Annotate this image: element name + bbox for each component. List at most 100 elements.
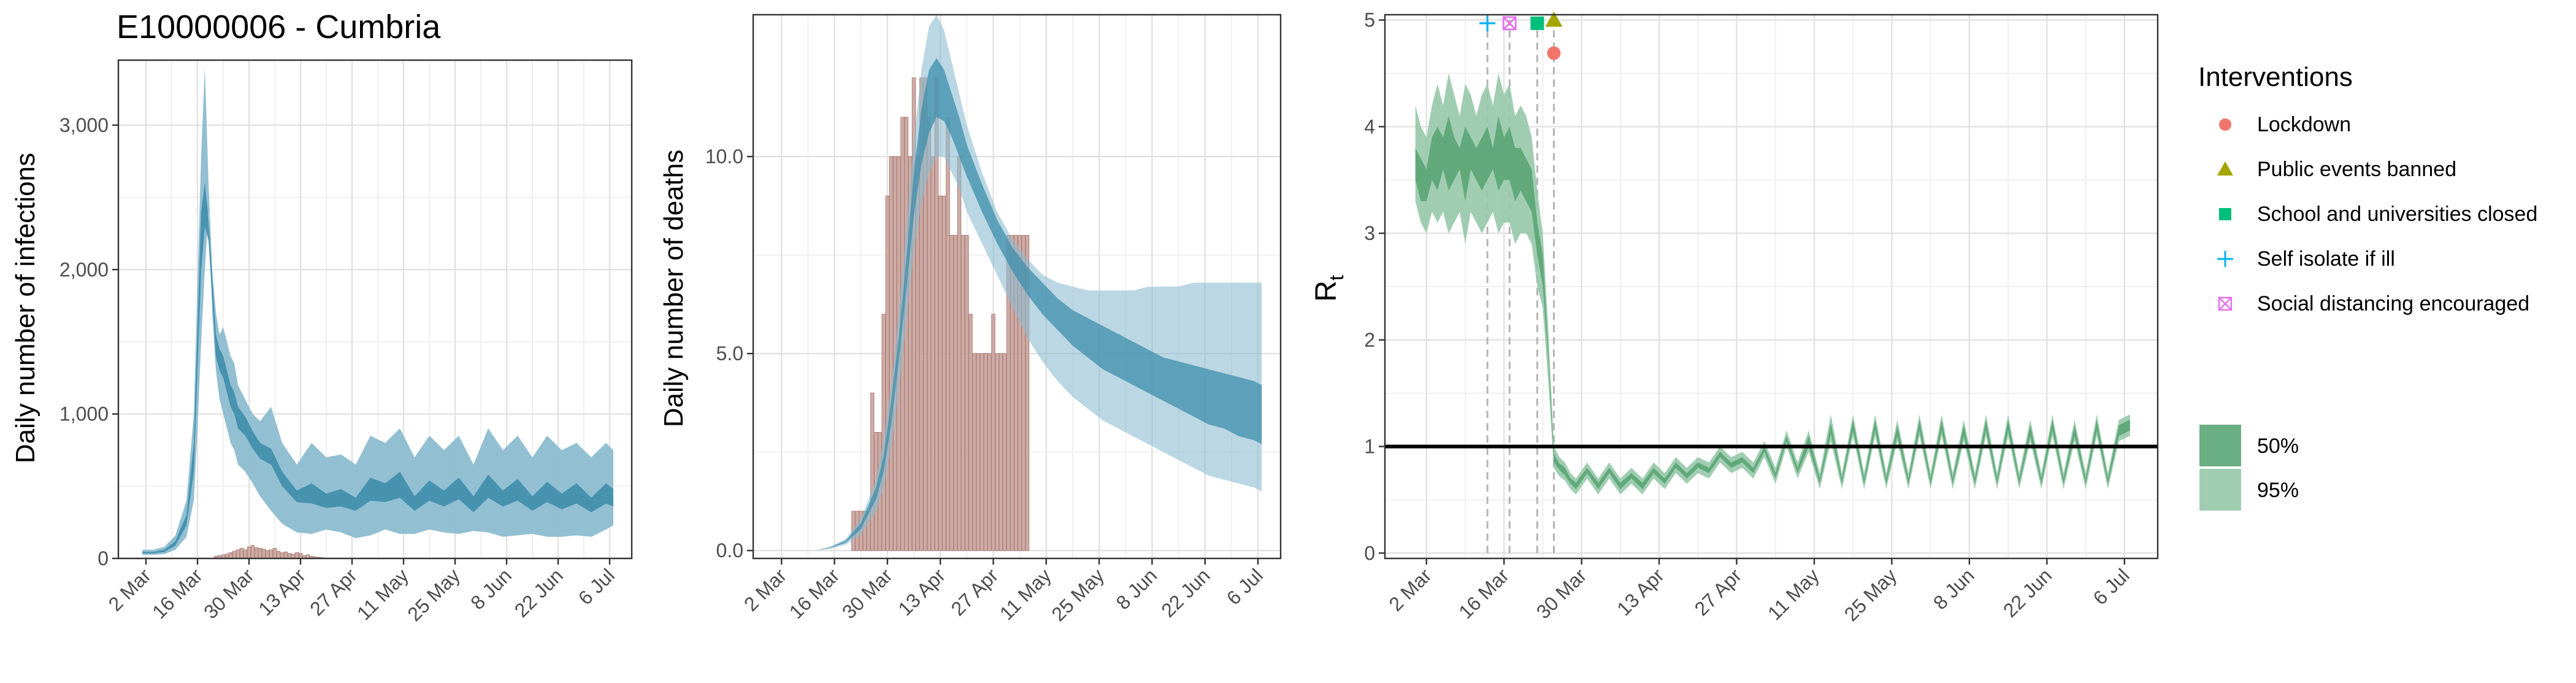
band-95-percent: [778, 15, 1262, 551]
x-tick-label: 6 Jul: [2089, 564, 2134, 609]
observed-bar: [972, 353, 976, 551]
observed-bar: [247, 546, 251, 558]
interventions-legend: Interventions Lockdown Public events bann…: [2198, 62, 2537, 511]
plot-content: [778, 15, 1262, 551]
observed-bar: [1021, 235, 1026, 551]
observed-bar: [236, 549, 240, 558]
observed-bar: [889, 156, 894, 551]
band-legend-swatch: [2199, 425, 2241, 466]
x-tick-label: 22 Jun: [510, 564, 567, 621]
legend-item-label: Lockdown: [2257, 113, 2351, 136]
observed-bar: [294, 552, 299, 558]
band-95-percent: [142, 67, 613, 555]
observed-bar: [250, 545, 255, 558]
legend-item-label: Self isolate if ill: [2257, 247, 2395, 271]
y-tick-label: 2,000: [59, 258, 109, 280]
plot-border: [752, 14, 1282, 560]
x-tick-label: 27 Apr: [947, 564, 1003, 620]
legend-item-label: School and universities closed: [2257, 203, 2537, 226]
public-events-marker: [1545, 11, 1563, 27]
x-tick-label: 13 Apr: [1612, 564, 1668, 620]
self-isolate-marker: [1479, 15, 1496, 31]
observed-bar: [904, 117, 908, 551]
schools-closed-marker: [1530, 16, 1544, 30]
band-legend-label: 50%: [2257, 434, 2299, 458]
y-tick-label: 1: [1364, 436, 1375, 458]
x-tick-label: 11 May: [1763, 564, 1823, 624]
observed-bar: [942, 195, 946, 551]
observed-bar: [976, 353, 981, 551]
observed-bar: [983, 353, 988, 551]
infections-y-axis-label: Daily number of infections: [10, 153, 40, 463]
social-distancing-marker: [1502, 16, 1517, 31]
legend-item-label: Public events banned: [2257, 158, 2456, 181]
observed-bar: [265, 550, 270, 558]
x-tick-label: 2 Mar: [1384, 564, 1436, 615]
lockdown-marker: [1547, 46, 1561, 60]
x-tick-label: 13 Apr: [254, 564, 310, 620]
observed-bar: [965, 235, 969, 551]
legend-item-label: Social distancing encouraged: [2257, 292, 2529, 315]
x-tick-label: 30 Mar: [1532, 564, 1591, 623]
x-tick-label: 30 Mar: [838, 564, 897, 623]
observed-bar: [276, 550, 281, 558]
chart-title: E10000006 - Cumbria: [117, 9, 441, 45]
plot-content: [1385, 20, 2158, 554]
rt-panel: 0 1 2 3 4 5 2 Mar 16 Mar 30 Mar 13 Apr 27 Apr 11 Ma…: [1310, 9, 2159, 625]
observed-bar: [995, 353, 999, 551]
observed-bar: [979, 353, 984, 551]
observed-bar: [885, 195, 890, 551]
plot-border: [117, 59, 633, 560]
observed-bar: [243, 549, 248, 558]
public-events-legend-icon: [2217, 161, 2233, 176]
observed-bar: [1018, 235, 1022, 551]
observed-bar: [221, 554, 226, 558]
observed-bar: [272, 548, 277, 558]
rt-plot-area: 0 1 2 3 4 5 2 Mar 16 Mar 30 Mar 13 Apr 27 Apr 11 Ma…: [1364, 9, 2159, 625]
x-tick-label: 2 Mar: [740, 564, 791, 615]
x-tick-label: 27 Apr: [1690, 564, 1746, 620]
observed-bar: [1025, 235, 1030, 551]
observed-bar: [968, 314, 973, 551]
observed-bar: [269, 549, 274, 558]
x-tick-label: 13 Apr: [894, 564, 949, 620]
observed-bar: [239, 548, 244, 558]
x-tick-label: 27 Apr: [305, 564, 361, 620]
observed-bar: [1002, 353, 1007, 551]
observed-bar: [957, 156, 962, 551]
observed-bar: [224, 554, 229, 558]
observed-bar: [991, 314, 995, 551]
legend-bands: 50% 95%: [2199, 425, 2299, 511]
observed-bar: [298, 553, 303, 558]
observed-bar: [283, 551, 288, 558]
rt-y-axis-label: Rt: [1310, 275, 1347, 302]
y-tick-label: 3: [1364, 222, 1375, 244]
observed-bar: [232, 550, 237, 558]
observed-bar: [1010, 235, 1014, 551]
x-tick-label: 22 Jun: [1157, 564, 1214, 621]
y-tick-label: 5: [1364, 9, 1375, 31]
observed-bar: [287, 553, 292, 558]
y-tick-label: 3,000: [59, 114, 109, 136]
y-tick-label: 2: [1364, 329, 1375, 351]
x-tick-label: 8 Jun: [1929, 564, 1979, 614]
y-tick-label: 0.0: [716, 539, 743, 561]
y-tick-label: 4: [1364, 115, 1375, 137]
lockdown-legend-icon: [2219, 118, 2231, 131]
y-tick-label: 0: [98, 547, 109, 569]
y-tick-label: 5.0: [716, 342, 743, 365]
x-tick-label: 30 Mar: [199, 564, 258, 623]
observed-bar: [908, 156, 913, 551]
y-tick-label: 0: [1364, 542, 1375, 564]
band-legend-label: 95%: [2257, 479, 2299, 502]
x-tick-label: 11 May: [353, 564, 413, 624]
deaths-y-axis-label: Daily number of deaths: [659, 150, 689, 427]
observed-bar: [938, 195, 943, 551]
band-50-percent: [1415, 116, 2130, 490]
band-legend-swatch: [2199, 469, 2241, 511]
x-tick-label: 25 May: [1047, 564, 1108, 625]
